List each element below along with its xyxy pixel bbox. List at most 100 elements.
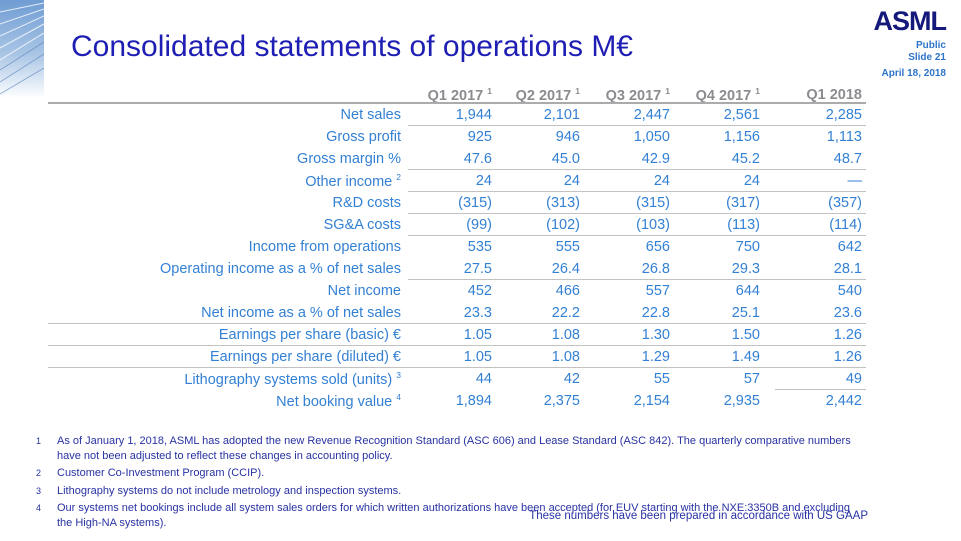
cell-value: 557 <box>645 283 670 299</box>
cell-value: 2,447 <box>633 107 670 123</box>
cell-value: 1,050 <box>633 129 670 145</box>
cell-value: 1.05 <box>463 327 492 343</box>
row-label-text: Income from operations <box>248 239 401 255</box>
footnote: 1 As of January 1, 2018, ASML has adopted… <box>36 434 876 463</box>
footnote-ref: 1 <box>755 85 760 96</box>
slide-title: Consolidated statements of operations M€ <box>71 30 633 63</box>
slide-number: Slide 21 <box>908 52 946 63</box>
cell-value: (317) <box>726 195 760 211</box>
footnote-ref: 2 <box>396 172 401 183</box>
footnote-text: Lithography systems do not include metro… <box>57 484 402 497</box>
table-row: Earnings per share (diluted) € 1.05 1.08 1.… <box>48 346 866 368</box>
gaap-note: These numbers have been prepared in acco… <box>529 510 868 522</box>
cell-value: 925 <box>467 129 492 145</box>
footnote-text: Our systems net bookings include all sys… <box>57 502 851 529</box>
cell-value: 28.1 <box>833 261 862 277</box>
row-label: Net income <box>48 283 408 299</box>
row-label-text: Earnings per share (basic) € <box>218 327 401 343</box>
row-label: Earnings per share (basic) € <box>48 327 408 343</box>
brand-block: ASML Public Slide 21 April 18, 2018 <box>874 8 947 80</box>
financial-table: Q1 2017 1 Q2 2017 1 Q3 2017 1 Q4 2017 1 Q1 2… <box>48 85 866 412</box>
cell-value: 1.08 <box>551 327 580 343</box>
cell-value: 466 <box>555 283 580 299</box>
table-row: Net income as a % of net sales 23.3 22.2 22… <box>48 302 866 324</box>
row-label: R&D costs <box>48 195 408 211</box>
cell-value: 642 <box>837 239 862 255</box>
cell-value: 24 <box>563 173 580 189</box>
cell-value: 55 <box>653 371 670 387</box>
row-rule <box>408 125 866 126</box>
cell-value: (113) <box>727 217 760 233</box>
cell-value: 1.08 <box>551 349 580 365</box>
cell-value: 24 <box>653 173 670 189</box>
cell-value: 47.6 <box>463 151 492 167</box>
header-rule <box>48 102 866 104</box>
cell-value: 48.7 <box>833 151 862 167</box>
row-label: SG&A costs <box>48 217 408 233</box>
cell-value: 2,561 <box>723 107 760 123</box>
table-row: Lithography systems sold (units) 3 44 42 55… <box>48 368 866 390</box>
cell-value: 1,894 <box>455 393 492 409</box>
slide-date: April 18, 2018 <box>881 68 946 79</box>
cell-value: 1,156 <box>723 129 760 145</box>
column-header: Q4 2017 1 <box>674 86 764 104</box>
column-header-label: Q2 2017 <box>515 87 572 104</box>
footnote-ref: 1 <box>665 85 670 96</box>
footnotes: 1 As of January 1, 2018, ASML has adopted… <box>36 434 876 533</box>
table-row: Earnings per share (basic) € 1.05 1.08 1.30… <box>48 324 866 346</box>
row-label: Net income as a % of net sales <box>48 305 408 321</box>
cell-value: — <box>847 173 863 189</box>
cell-value: 2,285 <box>825 107 862 123</box>
column-header-label: Q3 2017 <box>605 87 662 104</box>
column-header-label: Q1 2018 <box>806 86 862 103</box>
cell-value: 22.2 <box>551 305 580 321</box>
row-rule <box>408 191 866 192</box>
table-row: Net booking value 4 1,894 2,375 2,154 2,935 2… <box>48 390 866 412</box>
column-header: Q1 2017 1 <box>408 86 496 104</box>
footnote-ref: 4 <box>396 392 401 403</box>
cell-value: 49 <box>845 371 862 387</box>
cell-value: 1.50 <box>731 327 760 343</box>
row-label-text: R&D costs <box>332 195 402 211</box>
cell-value: 2,442 <box>825 393 862 409</box>
row-rule <box>408 169 866 170</box>
slide-meta: Public Slide 21 <box>874 40 946 64</box>
column-header-label: Q1 2017 <box>427 87 484 104</box>
footnote-marker: 3 <box>36 485 42 496</box>
cell-value: 24 <box>475 173 492 189</box>
cell-value: 2,375 <box>543 393 580 409</box>
cell-value: (99) <box>466 217 492 233</box>
row-label: Gross profit <box>48 129 408 145</box>
row-rule <box>408 235 866 236</box>
cell-value: 1.49 <box>731 349 760 365</box>
cell-value: 57 <box>743 371 760 387</box>
cell-value: 2,101 <box>543 107 580 123</box>
row-rule <box>775 389 866 390</box>
cell-value: 1.30 <box>641 327 670 343</box>
table-body: Net sales 1,944 2,101 2,447 2,561 2,285 Gross … <box>48 104 866 412</box>
cell-value: 23.6 <box>833 305 862 321</box>
table-row: SG&A costs (99) (102) (103) (113) (114) <box>48 214 866 236</box>
row-label: Gross margin % <box>48 151 408 167</box>
table-row: Income from operations 535 555 656 750 642 <box>48 236 866 258</box>
row-label-text: SG&A costs <box>323 217 401 233</box>
footnote-ref: 3 <box>396 370 401 381</box>
column-header: Q2 2017 1 <box>496 86 584 104</box>
cell-value: 750 <box>735 239 760 255</box>
cell-value: 2,154 <box>633 393 670 409</box>
cell-value: 535 <box>467 239 492 255</box>
cell-value: 26.4 <box>551 261 580 277</box>
cell-value: (114) <box>829 217 862 233</box>
row-label-text: Net income as a % of net sales <box>201 305 401 321</box>
footnote-text: Customer Co-Investment Program (CCIP). <box>57 467 265 479</box>
cell-value: (357) <box>828 195 862 211</box>
footnote-marker: 1 <box>36 436 42 446</box>
row-rule <box>48 367 866 368</box>
column-header: Q1 2018 <box>764 87 866 103</box>
table-row: Gross profit 925 946 1,050 1,156 1,113 <box>48 126 866 148</box>
cell-value: 45.2 <box>731 151 760 167</box>
footnote: 4 Our systems net bookings include all sy… <box>36 501 876 530</box>
cell-value: 25.1 <box>731 305 760 321</box>
row-label: Lithography systems sold (units) 3 <box>48 370 408 388</box>
cell-value: 23.3 <box>463 305 492 321</box>
